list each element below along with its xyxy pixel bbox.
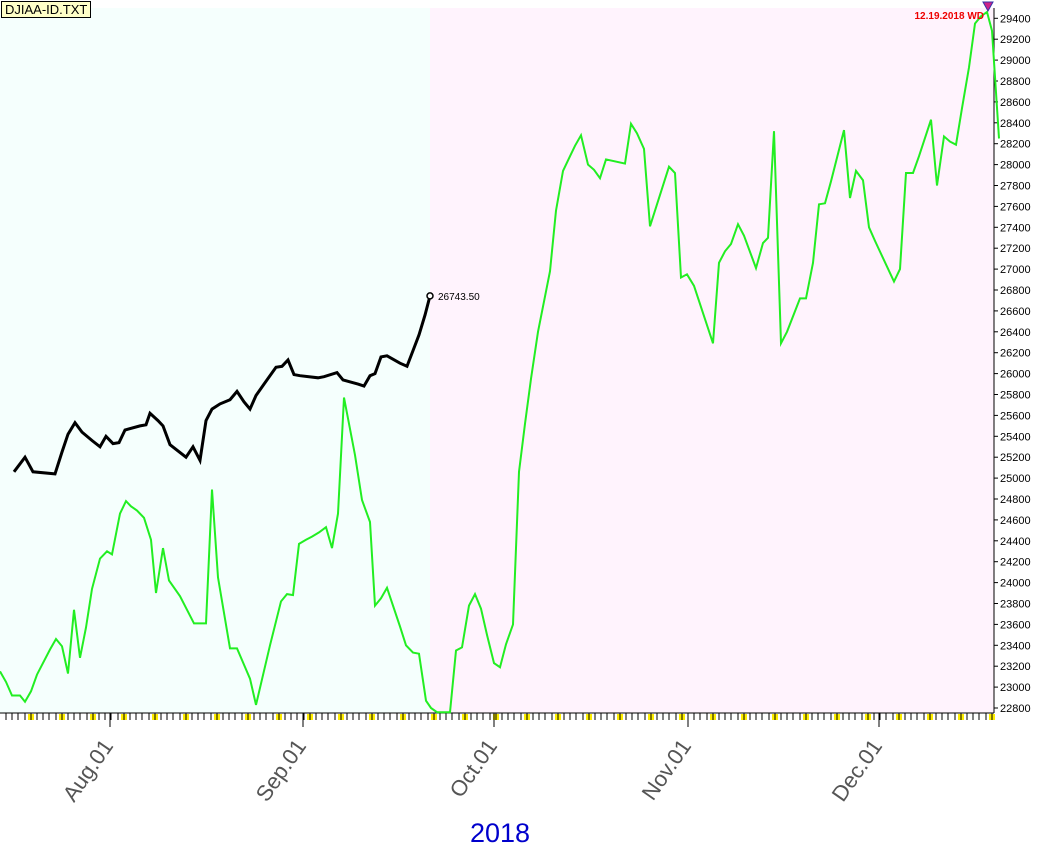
y-tick-label: 29400 [1000, 13, 1031, 25]
x-tick-label: Dec.01 [827, 735, 887, 806]
y-tick-label: 25800 [1000, 390, 1031, 402]
y-tick-label: 24800 [1000, 494, 1031, 506]
x-tick-label: Aug.01 [58, 735, 118, 806]
y-tick-label: 28000 [1000, 160, 1031, 172]
y-tick-label: 24000 [1000, 578, 1031, 590]
y-tick-label: 25600 [1000, 410, 1031, 422]
y-tick-label: 24400 [1000, 536, 1031, 548]
y-tick-label: 27200 [1000, 243, 1031, 255]
x-tick-label: Nov.01 [637, 735, 697, 805]
y-tick-label: 27600 [1000, 201, 1031, 213]
date-marker-arrow-icon [982, 1, 994, 13]
y-tick-label: 25200 [1000, 452, 1031, 464]
y-tick-label: 25400 [1000, 431, 1031, 443]
y-tick-label: 28600 [1000, 97, 1031, 109]
y-tick-label: 23600 [1000, 619, 1031, 631]
y-tick-label: 28200 [1000, 139, 1031, 151]
future-background [430, 8, 994, 713]
y-tick-label: 26800 [1000, 285, 1031, 297]
file-name-label: DJIAA-ID.TXT [1, 1, 92, 18]
y-tick-label: 27400 [1000, 222, 1031, 234]
x-tick-label: Sep.01 [251, 735, 311, 806]
y-tick-label: 22800 [1000, 703, 1031, 715]
end-point-marker [426, 292, 434, 300]
actual-line [12, 295, 432, 476]
y-tick-label: 28400 [1000, 118, 1031, 130]
y-tick-label: 29200 [1000, 34, 1031, 46]
y-tick-label: 26600 [1000, 306, 1031, 318]
y-tick-label: 29000 [1000, 55, 1031, 67]
year-label: 2018 [470, 818, 530, 848]
projection-line [0, 10, 1000, 714]
y-tick-label: 26200 [1000, 348, 1031, 360]
y-tick-label: 26400 [1000, 327, 1031, 339]
y-tick-label: 25000 [1000, 473, 1031, 485]
x-axis: Aug.01 Sep.01 Oct.01 Nov.01 Dec.01 [0, 712, 995, 806]
y-tick-label: 27800 [1000, 181, 1031, 193]
x-tick-label: Oct.01 [444, 735, 502, 802]
y-axis: 22800 23000 23200 23400 23600 23800 24000 24200… [993, 8, 1031, 715]
y-tick-label: 23400 [1000, 640, 1031, 652]
date-marker-label: 12.19.2018 WD [915, 11, 985, 22]
y-tick-label: 23800 [1000, 599, 1031, 611]
y-tick-label: 28800 [1000, 76, 1031, 88]
y-tick-label: 23200 [1000, 661, 1031, 673]
y-tick-label: 24200 [1000, 557, 1031, 569]
y-tick-label: 24600 [1000, 515, 1031, 527]
y-tick-label: 23000 [1000, 682, 1031, 694]
y-tick-label: 27000 [1000, 264, 1031, 276]
y-tick-label: 26000 [1000, 369, 1031, 381]
end-value-label: 26743.50 [438, 292, 480, 303]
past-background [0, 8, 430, 713]
